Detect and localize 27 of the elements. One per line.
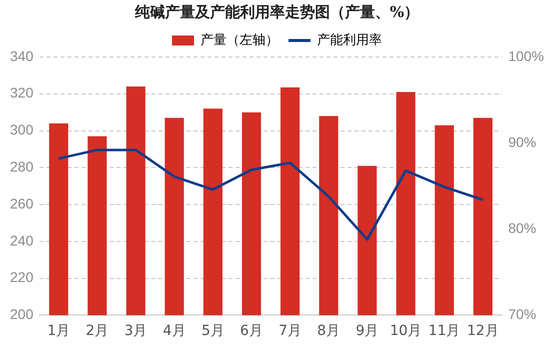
y-tick-label: 260: [10, 195, 34, 212]
x-tick-label: 3月: [124, 323, 148, 340]
y2-tick-label: 70%: [508, 306, 536, 322]
y2-tick-label: 90%: [508, 134, 536, 150]
x-tick-label: 12月: [466, 323, 499, 340]
y-tick-label: 340: [10, 48, 34, 64]
x-tick-label: 4月: [162, 323, 186, 340]
x-tick-label: 10月: [390, 323, 422, 340]
x-tick-label: 6月: [240, 323, 263, 340]
y2-tick-label: 100%: [508, 48, 544, 64]
y-tick-label: 300: [10, 122, 34, 138]
x-tick-label: 8月: [317, 323, 340, 340]
y-tick-label: 320: [10, 84, 34, 101]
y-tick-label: 200: [10, 306, 34, 322]
y-tick-label: 280: [10, 158, 34, 175]
x-tick-label: 9月: [356, 323, 379, 340]
y2-tick-label: 80%: [508, 220, 536, 236]
y-tick-label: 220: [10, 269, 34, 286]
x-tick-label: 5月: [201, 323, 224, 340]
legend-label: 产量（左轴）: [200, 32, 278, 48]
x-tick-label: 1月: [47, 323, 70, 340]
y-tick-label: 240: [10, 232, 34, 248]
x-tick-label: 7月: [278, 323, 302, 340]
legend-label: 产能利用率: [317, 32, 382, 48]
x-tick-label: 2月: [86, 323, 109, 340]
x-tick-label: 11月: [428, 323, 460, 340]
chart-title: 纯碱产量及产能利用率走势图（产量、%）: [134, 2, 420, 21]
